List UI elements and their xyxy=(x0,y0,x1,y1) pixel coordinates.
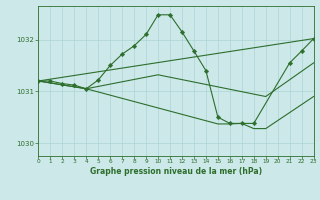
X-axis label: Graphe pression niveau de la mer (hPa): Graphe pression niveau de la mer (hPa) xyxy=(90,167,262,176)
